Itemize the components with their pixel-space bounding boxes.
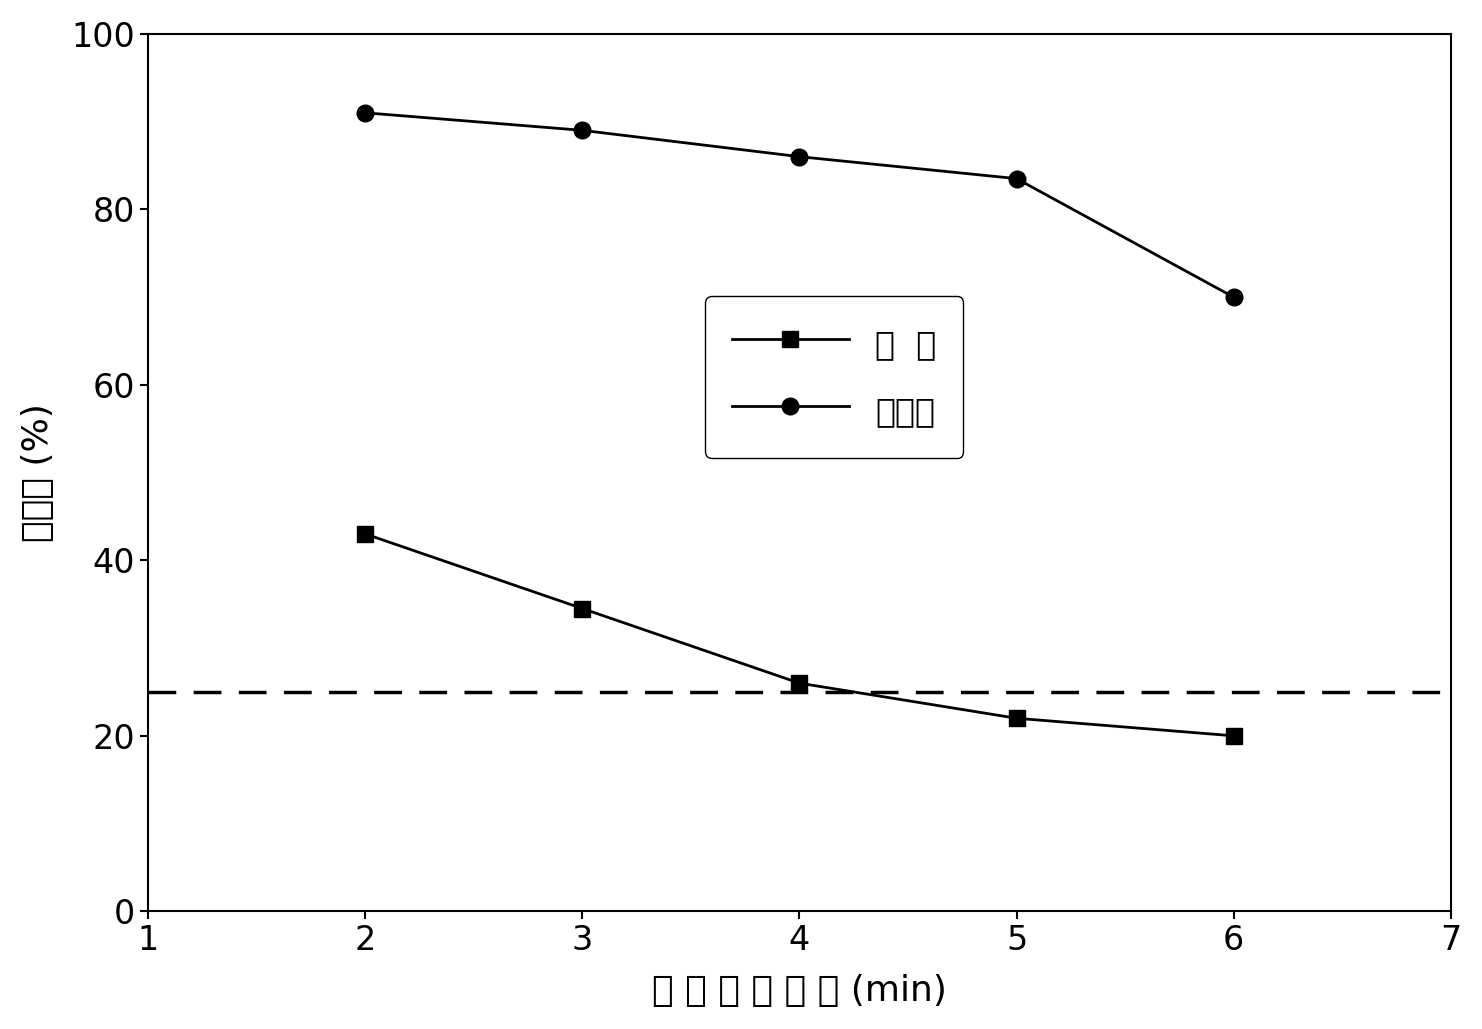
Legend: 毒  砂, 黄铁矿: 毒 砂, 黄铁矿: [705, 296, 963, 458]
X-axis label: 细 菌 作 用 时 间 (min): 细 菌 作 用 时 间 (min): [652, 974, 947, 1008]
Line: 毒  砂: 毒 砂: [357, 527, 1240, 743]
黄铁矿: [1008, 173, 1026, 185]
黄铁矿: [1224, 291, 1242, 304]
毒  砂: [357, 528, 375, 540]
Y-axis label: 回收率 (%): 回收率 (%): [21, 403, 55, 542]
毒  砂: [1224, 730, 1242, 742]
黄铁矿: [574, 125, 591, 137]
毒  砂: [790, 677, 808, 689]
Line: 黄铁矿: 黄铁矿: [357, 105, 1242, 306]
毒  砂: [1008, 712, 1026, 724]
毒  砂: [574, 602, 591, 614]
黄铁矿: [357, 107, 375, 119]
黄铁矿: [790, 150, 808, 163]
